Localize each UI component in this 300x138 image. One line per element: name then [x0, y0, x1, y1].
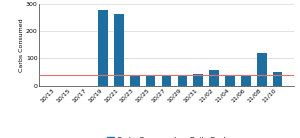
Bar	[130, 76, 140, 86]
Bar	[178, 76, 187, 86]
Legend: Carbs Consumed, Daily Goal: Carbs Consumed, Daily Goal	[104, 134, 229, 138]
Y-axis label: Carbs Consumed: Carbs Consumed	[19, 18, 24, 72]
Bar	[114, 14, 124, 86]
Bar	[98, 10, 108, 86]
Bar	[146, 75, 155, 86]
Bar	[194, 74, 203, 86]
Bar	[225, 75, 235, 86]
Bar	[273, 72, 282, 86]
Bar	[241, 76, 251, 86]
Bar	[162, 75, 171, 86]
Bar	[257, 53, 266, 86]
Bar	[209, 70, 219, 86]
